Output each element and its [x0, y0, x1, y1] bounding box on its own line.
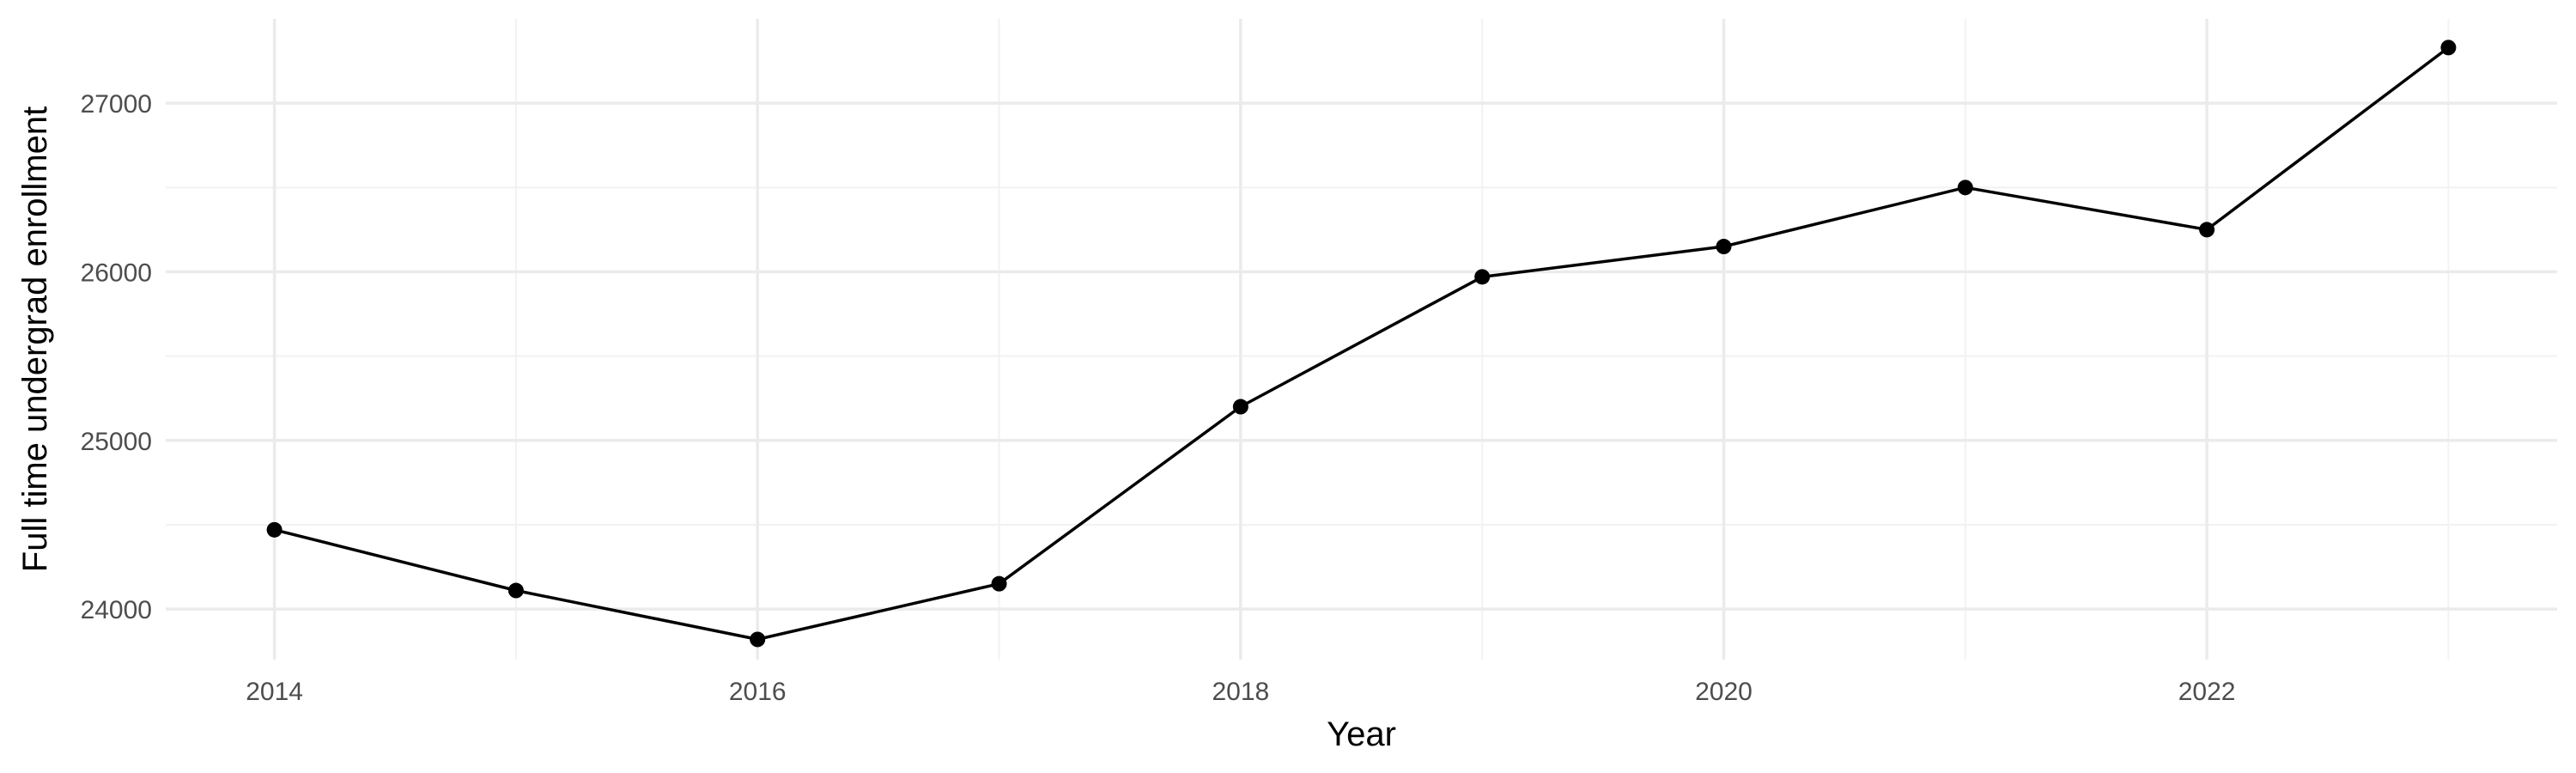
- y-axis-title: Full time undergrad enrollment: [16, 107, 54, 572]
- series-line: [274, 46, 2450, 642]
- y-axis-tick-labels: 24000 25000 26000 27000: [81, 90, 152, 624]
- major-gridlines: [166, 19, 2557, 660]
- x-axis-title: Year: [1327, 715, 1396, 753]
- data-point-2015: [507, 582, 524, 599]
- data-point-2020: [1716, 239, 1732, 255]
- data-point-2022: [2199, 222, 2215, 238]
- y-tick-label: 25000: [81, 428, 152, 456]
- y-tick-label: 24000: [81, 596, 152, 624]
- x-axis-tick-labels: 2014 2016 2018 2020 2022: [246, 678, 2235, 706]
- y-tick-label: 27000: [81, 90, 152, 119]
- data-point-2014: [266, 521, 283, 538]
- y-tick-label: 26000: [81, 259, 152, 287]
- data-points: [266, 40, 2457, 648]
- x-tick-label: 2022: [2178, 678, 2236, 706]
- data-point-2018: [1232, 399, 1249, 415]
- data-point-2016: [750, 631, 766, 648]
- data-point-2019: [1474, 269, 1491, 285]
- x-tick-label: 2020: [1695, 678, 1753, 706]
- data-point-2021: [1957, 180, 1973, 196]
- data-point-2017: [991, 575, 1007, 592]
- minor-gridlines: [166, 19, 2557, 660]
- x-tick-label: 2014: [246, 678, 303, 706]
- x-tick-label: 2016: [729, 678, 787, 706]
- data-point-2023: [2440, 40, 2457, 56]
- x-tick-label: 2018: [1212, 678, 1269, 706]
